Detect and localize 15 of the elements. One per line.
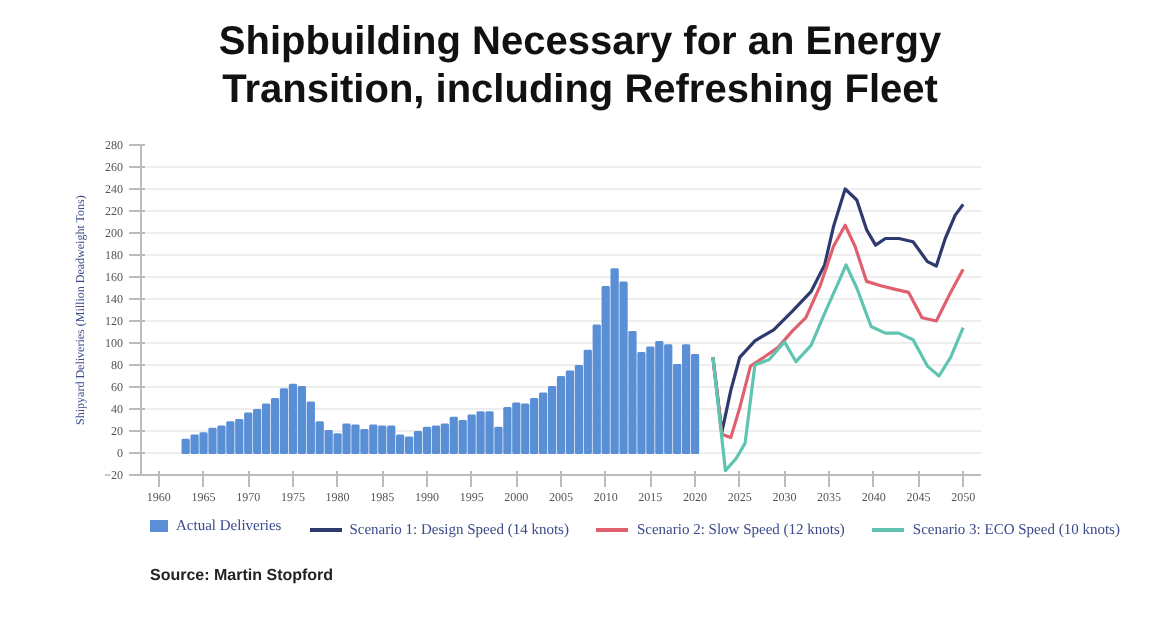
bar <box>261 403 271 454</box>
line-series <box>711 223 965 440</box>
source-note: Source: Martin Stopford <box>150 564 334 587</box>
bar <box>279 388 289 454</box>
bar <box>681 344 691 454</box>
bar <box>413 431 423 454</box>
bar <box>404 436 414 454</box>
bar <box>565 370 575 454</box>
chart-title: Shipbuilding Necessary for an Energy Transition, including Refreshing Fleet <box>216 18 944 114</box>
bar <box>556 376 566 454</box>
bar <box>288 383 298 454</box>
line-series <box>711 263 965 473</box>
bar <box>431 425 441 454</box>
line-series <box>711 187 965 434</box>
bar <box>422 426 432 454</box>
